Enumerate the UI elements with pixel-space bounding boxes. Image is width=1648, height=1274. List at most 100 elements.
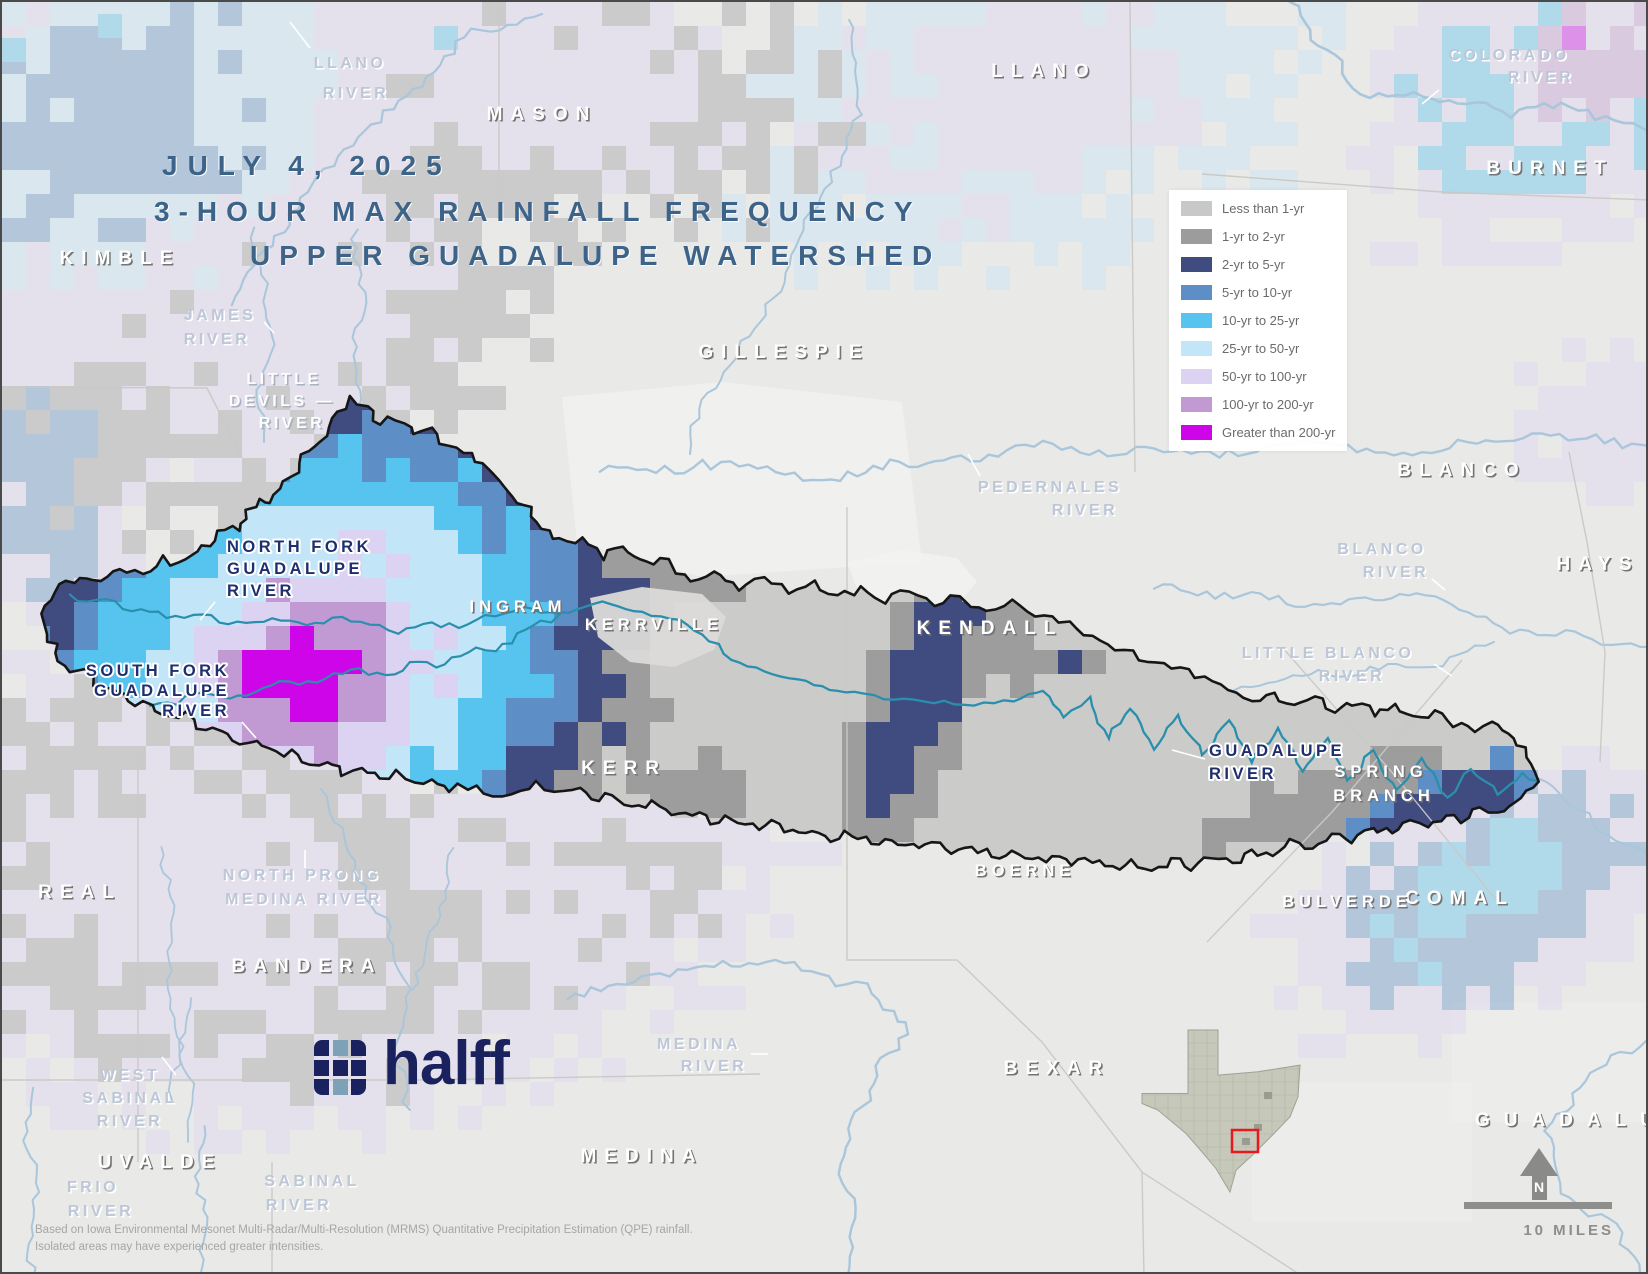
legend-swatch [1181, 425, 1212, 440]
map-label-county-llano: LLANO [991, 61, 1096, 82]
map-label-ws-north-fork-3: RIVER [227, 582, 295, 600]
river-path-pedernales-river [598, 432, 1646, 483]
map-label-river-np-medina-2: MEDINA RIVER [225, 891, 383, 908]
legend-swatch [1181, 201, 1212, 216]
county-line-3 [1568, 451, 1606, 763]
map-label-ws-south-fork-2: GUADALUPE [94, 682, 230, 700]
halff-logo-icon [314, 1040, 366, 1096]
map-label-county-gillespie: GILLESPIE [700, 344, 871, 365]
county-line-2 [1201, 173, 1646, 201]
north-arrow-label: N [1534, 1179, 1544, 1195]
river-path-frio-river [22, 1086, 41, 1272]
legend-label: 50-yr to 100-yr [1222, 369, 1307, 384]
river-path-guadalupe-lower [1542, 1039, 1646, 1272]
leader-line-1 [1421, 89, 1440, 105]
river-path-llano-river [230, 12, 544, 307]
map-label-county-kimble: KIMBLE [60, 248, 181, 269]
map-label-river-james-2: RIVER [184, 331, 250, 348]
north-arrow [1520, 1148, 1558, 1200]
map-label-river-little-devils-2: DEVILS — [229, 393, 335, 410]
map-label-city-boerne: BOERNE [976, 864, 1077, 882]
map-label-river-sabinal-2: RIVER [267, 1199, 333, 1216]
river-path-colorado-river [1288, 2, 1646, 132]
map-label-river-sabinal-1: SABINAL [264, 1173, 360, 1190]
map-label-city-spring-branch-2: BRANCH [1333, 787, 1435, 805]
river-path-medina-river [566, 958, 910, 1272]
map-label-river-llano-1: LLANO [314, 55, 387, 72]
legend-swatch [1181, 313, 1212, 328]
map-label-river-little-devils-1: LITTLE [246, 371, 321, 388]
map-label-city-spring-branch-1: SPRING [1336, 765, 1429, 783]
map-label-river-little-blanco-1: LITTLE BLANCO [1242, 645, 1415, 662]
map-label-county-mason: MASON [488, 106, 599, 127]
map-label-river-colorado-2: RIVER [1509, 71, 1575, 88]
map-label-county-bandera: BANDERA [232, 956, 383, 977]
map-label-river-pedernales-2: RIVER [1053, 504, 1119, 521]
map-label-county-real: REAL [38, 882, 122, 903]
map-label-river-colorado-2: RIVER [1508, 69, 1574, 86]
legend-item-7: 100-yr to 200-yr [1181, 397, 1335, 412]
map-label-river-james-1: JAMES [185, 309, 258, 326]
map-label-city-kerrville: KERRVILLE [586, 618, 724, 636]
map-label-river-little-blanco-1: LITTLE BLANCO [1243, 647, 1416, 664]
map-labels-layer: MASONMASONLLANOLLANOBURNETBURNETKIMBLEKI… [38, 47, 1648, 1222]
map-label-river-medina-2: RIVER [682, 1060, 748, 1077]
leader-line-11 [263, 321, 275, 334]
legend-label: 1-yr to 2-yr [1222, 229, 1285, 244]
map-label-river-wsabinal-2: SABINAL [82, 1090, 178, 1107]
legend-swatch [1181, 341, 1212, 356]
river-path-james-river-1 [249, 226, 276, 443]
legend-label: Less than 1-yr [1222, 201, 1305, 216]
county-line-6 [2, 1073, 761, 1081]
legend-label: Greater than 200-yr [1222, 425, 1336, 440]
urban-areas-layer [562, 382, 1646, 1222]
map-label-river-little-devils-2: DEVILS — [230, 395, 336, 412]
map-label-county-medina: MEDINA [582, 1148, 705, 1169]
leader-line-7 [1171, 749, 1206, 760]
legend-swatch [1181, 369, 1212, 384]
map-label-river-colorado-1: COLORADO [1448, 47, 1569, 64]
map-label-river-blanco-1: BLANCO [1339, 543, 1428, 560]
map-label-river-wsabinal-2: SABINAL [84, 1092, 180, 1109]
map-label-river-sabinal-2: RIVER [266, 1197, 332, 1214]
map-title: JULY 4, 2025 3-HOUR MAX RAINFALL FREQUEN… [154, 150, 941, 272]
label-leaders-layer [161, 21, 1453, 1076]
legend-label: 5-yr to 10-yr [1222, 285, 1293, 300]
map-label-river-wsabinal-3: RIVER [98, 1115, 164, 1132]
legend-item-0: Less than 1-yr [1181, 201, 1335, 216]
leader-line-3 [1433, 663, 1453, 677]
map-label-river-medina-1: MEDINA [657, 1036, 741, 1053]
map-label-city-ingram: INGRAM [471, 600, 568, 618]
map-label-county-kimble: KIMBLE [61, 250, 182, 271]
map-label-ws-south-fork-3: RIVER [162, 702, 230, 720]
map-label-county-burnet: BURNET [1486, 158, 1613, 179]
source-note-line2: Isolated areas may have experienced grea… [35, 1241, 324, 1253]
river-path-np-medina-branch [411, 847, 455, 991]
county-line-1 [1129, 2, 1136, 473]
map-label-river-little-blanco-2: RIVER [1320, 670, 1386, 687]
watershed-area [41, 396, 1539, 871]
map-label-county-mason: MASON [487, 104, 598, 125]
leader-line-2 [1431, 578, 1446, 591]
river-path-mason-creek [689, 18, 864, 455]
county-line-9 [1281, 646, 1503, 908]
map-label-river-little-devils-3: RIVER [259, 415, 325, 432]
scale-bar [1464, 1202, 1612, 1209]
map-label-city-bulverde: BULVERDE [1284, 895, 1414, 913]
map-label-county-blanco: BLANCO [1397, 460, 1526, 481]
legend-item-6: 50-yr to 100-yr [1181, 369, 1335, 384]
legend-item-8: Greater than 200-yr [1181, 425, 1335, 440]
halff-logo: halff [314, 1033, 510, 1096]
map-label-river-frio-2: RIVER [69, 1205, 135, 1222]
map-label-county-medina: MEDINA [581, 1146, 704, 1167]
legend-label: 100-yr to 200-yr [1222, 397, 1314, 412]
county-line-4 [846, 507, 957, 961]
legend-item-3: 5-yr to 10-yr [1181, 285, 1335, 300]
map-label-river-medina-2: RIVER [681, 1058, 747, 1075]
map-label-river-little-blanco-2: RIVER [1319, 668, 1385, 685]
map-label-county-hays: HAYS [1556, 554, 1639, 575]
legend-item-5: 25-yr to 50-yr [1181, 341, 1335, 356]
map-label-county-guadalupe: GUADALUPE [1475, 1110, 1648, 1131]
